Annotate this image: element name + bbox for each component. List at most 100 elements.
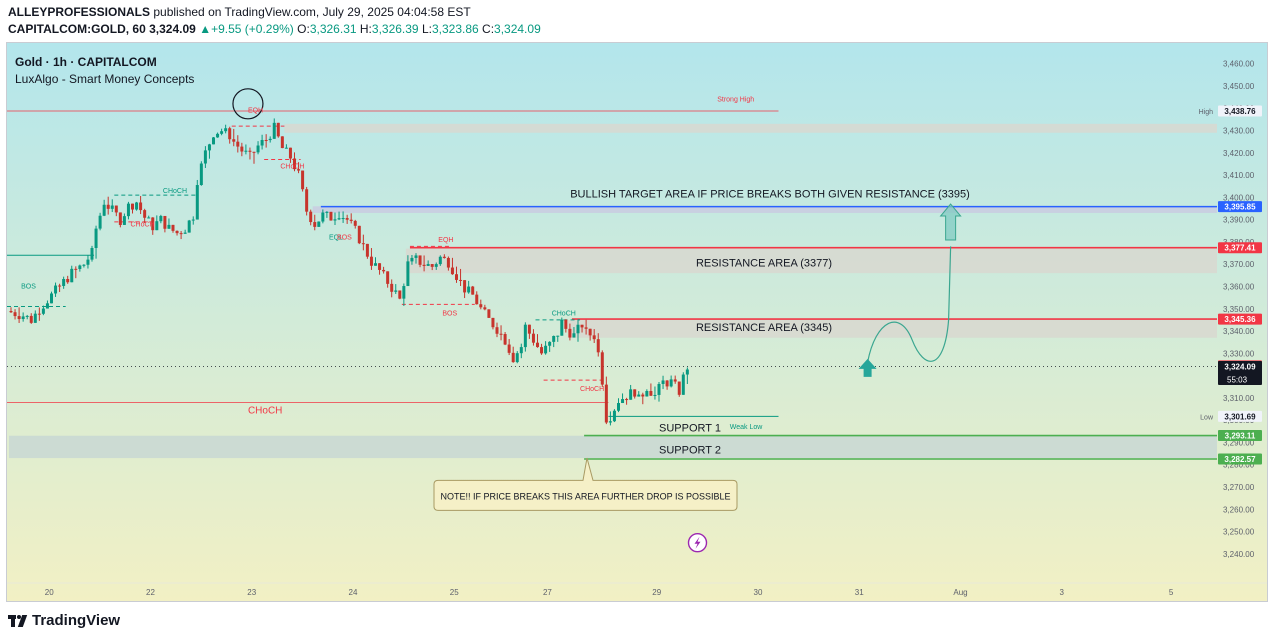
- candle: [386, 271, 390, 288]
- candle-body: [284, 147, 288, 149]
- price-tag-text: 3,293.11: [1225, 432, 1256, 441]
- author-name[interactable]: ALLEYPROFESSIONALS: [8, 5, 151, 19]
- candle: [203, 146, 207, 168]
- candle-body: [341, 218, 345, 220]
- candle-body: [216, 133, 220, 138]
- chart-area[interactable]: BOS CHoCH CHoCH EQH CHoCH EQL BOS EQH BOS CHoCH CH…: [6, 42, 1268, 602]
- candle: [556, 335, 560, 342]
- candle: [220, 128, 224, 136]
- candle: [434, 262, 438, 270]
- candle-body: [572, 333, 576, 338]
- candle-body: [293, 158, 296, 170]
- candle: [29, 313, 33, 324]
- candle-body: [645, 390, 649, 397]
- candle: [240, 142, 244, 157]
- candle: [576, 319, 580, 342]
- candle: [305, 186, 309, 216]
- resistance-3345-text: RESISTANCE AREA (3345): [696, 322, 832, 334]
- candle: [21, 312, 25, 322]
- candle-body: [66, 278, 70, 283]
- candle-body: [438, 256, 442, 265]
- candle-body: [677, 381, 681, 395]
- candle: [228, 126, 232, 144]
- candle: [446, 256, 450, 271]
- candle: [406, 255, 410, 287]
- candle: [491, 317, 495, 330]
- candle: [45, 300, 49, 309]
- price-tag-bg: [1218, 430, 1262, 442]
- candle: [637, 391, 641, 397]
- candle-body: [649, 390, 653, 396]
- candle: [248, 147, 252, 160]
- time-tick-label: Aug: [953, 588, 967, 597]
- candle: [552, 335, 556, 348]
- candle-body: [232, 139, 236, 142]
- candle: [503, 332, 507, 346]
- close-value: 3,324.09: [494, 22, 541, 36]
- low-label: L:: [421, 22, 432, 36]
- candle-body: [349, 219, 353, 221]
- lightning-bolt: [694, 536, 701, 549]
- candle: [17, 307, 21, 323]
- candle: [369, 248, 373, 270]
- candle-body: [131, 203, 134, 210]
- price-tag-bg: [1218, 410, 1262, 422]
- price-tag-text: 3,282.57: [1224, 455, 1256, 464]
- candle: [653, 386, 657, 400]
- candle-body: [256, 145, 260, 153]
- candle: [272, 118, 276, 139]
- time-tick-label: 20: [45, 588, 54, 597]
- time-tick-label: 29: [652, 588, 661, 597]
- candle-body: [17, 316, 21, 320]
- candle-body: [523, 324, 527, 348]
- candle-body: [491, 317, 495, 328]
- price-tag: 3,377.41: [1218, 242, 1262, 254]
- candle: [244, 144, 248, 155]
- candle-body: [98, 215, 102, 229]
- indicator-name[interactable]: LuxAlgo - Smart Money Concepts: [15, 72, 194, 86]
- candle-body: [519, 347, 523, 354]
- candle: [280, 136, 284, 149]
- candle: [151, 217, 155, 235]
- candle: [78, 264, 82, 272]
- candle-body: [531, 333, 535, 343]
- symbol-name[interactable]: CAPITALCOM:GOLD, 60: [8, 22, 146, 36]
- price-tick-label: 3,290.00: [1223, 438, 1255, 447]
- candle: [527, 324, 531, 339]
- candle-body: [337, 218, 341, 220]
- candle: [66, 275, 70, 284]
- candle: [649, 383, 653, 396]
- candle: [341, 211, 345, 223]
- candle: [459, 268, 463, 286]
- candle-body: [268, 138, 272, 141]
- price-tag: 3,282.57: [1218, 453, 1262, 465]
- candle: [207, 143, 211, 159]
- candle-body: [106, 204, 110, 209]
- tradingview-footer[interactable]: TradingView: [8, 612, 120, 629]
- candle: [608, 411, 612, 426]
- price-tag-bg: [1218, 242, 1262, 254]
- candle: [390, 279, 394, 298]
- candle-body: [685, 369, 689, 375]
- candle: [560, 317, 564, 336]
- candle-body: [248, 150, 252, 152]
- candle: [110, 199, 114, 213]
- price-tick-label: 3,430.00: [1223, 127, 1255, 136]
- candle: [284, 144, 288, 149]
- candle: [288, 147, 292, 163]
- candle-body: [244, 150, 248, 152]
- candle-body: [309, 211, 313, 223]
- note-text: NOTE!! IF PRICE BREAKS THIS AREA FURTHER…: [440, 491, 730, 501]
- candle-body: [487, 309, 491, 318]
- candle: [167, 218, 171, 229]
- up-arrow-icon: [858, 358, 877, 377]
- price-tag: 3,324.09: [1218, 361, 1262, 386]
- candle-body: [600, 352, 604, 385]
- candle-body: [313, 222, 317, 227]
- zone-resistance-3377: [405, 248, 1217, 274]
- candle: [523, 322, 527, 352]
- price-tick-label: 3,270.00: [1223, 483, 1255, 492]
- candle-body: [681, 374, 685, 395]
- smc-label: CHoCH: [580, 386, 604, 393]
